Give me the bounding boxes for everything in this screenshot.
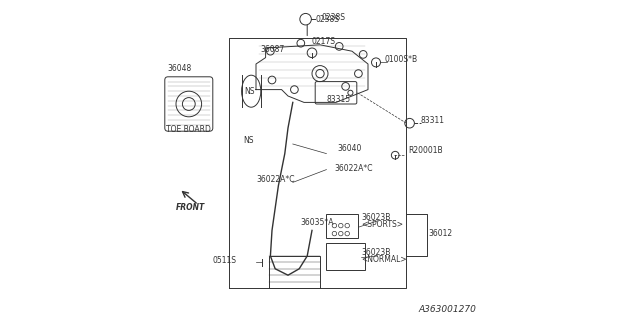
Text: 36023B: 36023B — [362, 213, 391, 222]
Text: <SPORTS>: <SPORTS> — [362, 220, 404, 229]
Text: A363001270: A363001270 — [419, 305, 477, 314]
Text: 36087: 36087 — [261, 45, 285, 54]
Text: 36022A*C: 36022A*C — [334, 164, 373, 172]
Text: 0217S: 0217S — [312, 37, 336, 46]
Text: NS: NS — [243, 136, 253, 145]
Text: 83311: 83311 — [421, 116, 445, 124]
Text: 36048: 36048 — [167, 64, 191, 73]
Text: NS: NS — [244, 87, 254, 96]
Text: <NORMAL>: <NORMAL> — [362, 255, 407, 264]
Text: FRONT: FRONT — [176, 203, 205, 212]
Text: 0238S: 0238S — [315, 15, 339, 24]
Text: 0100S*B: 0100S*B — [385, 55, 418, 64]
Text: 0238S: 0238S — [322, 13, 346, 22]
Text: 36012: 36012 — [429, 229, 453, 238]
Text: R20001B: R20001B — [408, 146, 443, 155]
Text: TOE BOARD: TOE BOARD — [166, 125, 211, 134]
Text: 36040: 36040 — [338, 144, 362, 153]
Text: 0511S: 0511S — [212, 256, 237, 265]
Text: 36022A*C: 36022A*C — [256, 175, 294, 184]
Text: 83315: 83315 — [326, 95, 351, 104]
Text: 36035*A: 36035*A — [301, 218, 334, 227]
Text: 36023B: 36023B — [362, 248, 391, 257]
